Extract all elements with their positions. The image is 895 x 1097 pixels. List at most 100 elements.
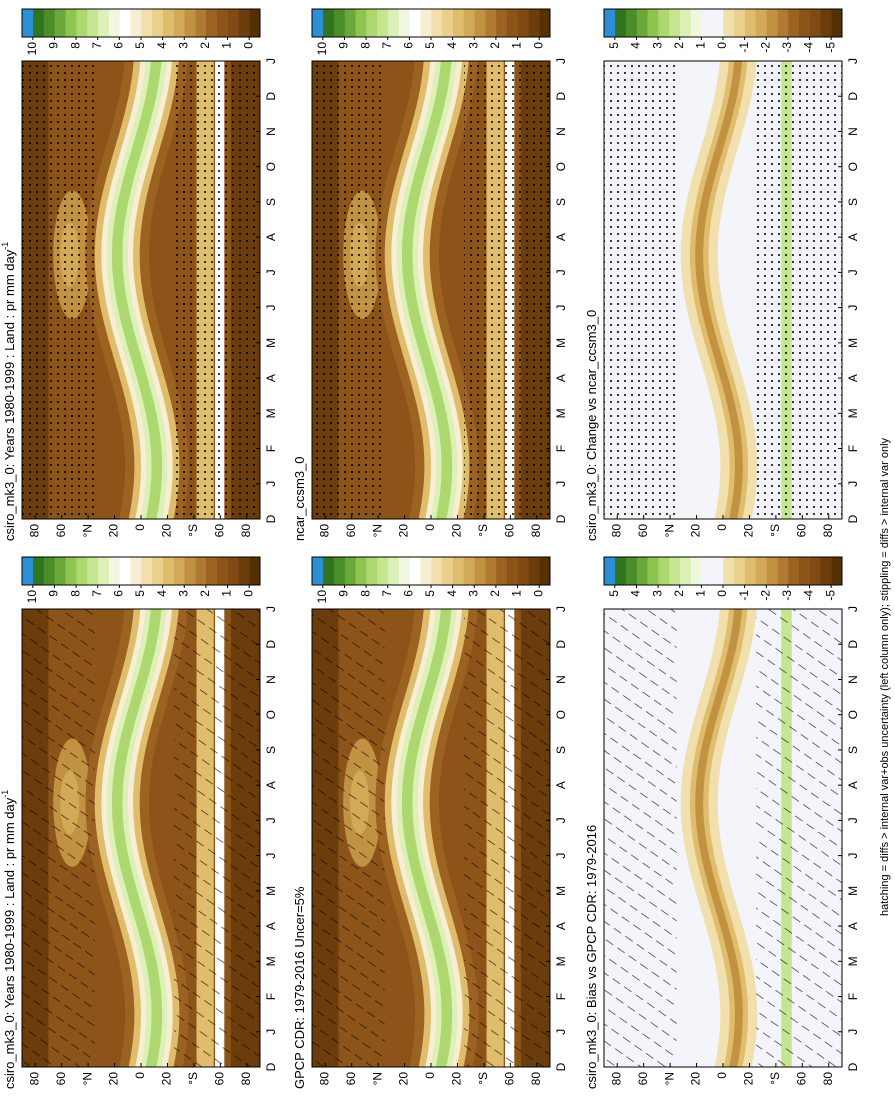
colorbar-box bbox=[809, 9, 821, 37]
colorbar-box bbox=[97, 557, 109, 585]
x-tick-label: M bbox=[554, 886, 568, 896]
colorbar-box bbox=[517, 557, 529, 585]
x-tick-label: O bbox=[554, 162, 568, 171]
x-tick-label: A bbox=[846, 781, 860, 789]
colorbar-label: 7 bbox=[380, 590, 394, 597]
colorbar-label: 9 bbox=[337, 42, 351, 49]
y-tick-label: 80 bbox=[529, 1072, 543, 1086]
colorbar-box bbox=[195, 9, 207, 37]
x-tick-label: J bbox=[554, 606, 568, 612]
colorbar-label: 5 bbox=[133, 42, 147, 49]
colorbar-label: 10 bbox=[25, 42, 39, 56]
colorbar-box bbox=[65, 557, 77, 585]
colorbar-box bbox=[387, 557, 399, 585]
colorbar-box bbox=[376, 9, 389, 37]
colorbar-label: 10 bbox=[315, 42, 329, 56]
panel: csiro_mk3_0: Years 1980-1999 : Land : pr… bbox=[0, 8, 278, 541]
colorbar-box bbox=[474, 557, 486, 585]
x-tick-label: A bbox=[554, 374, 568, 382]
colorbar-box bbox=[130, 9, 142, 37]
y-tick-label: °S bbox=[768, 1072, 782, 1085]
colorbar-box bbox=[431, 9, 443, 37]
y-tick-label: °S bbox=[186, 524, 200, 537]
colorbar-box bbox=[452, 557, 464, 585]
colorbar-box bbox=[216, 9, 228, 37]
colorbar-box bbox=[249, 9, 261, 37]
colorbar-box bbox=[755, 9, 767, 37]
y-tick-label: 20 bbox=[450, 1072, 464, 1086]
colorbar-box bbox=[614, 9, 626, 37]
colorbar-box bbox=[463, 557, 475, 585]
colorbar-box bbox=[744, 9, 756, 37]
field bbox=[604, 61, 842, 519]
colorbar-box bbox=[787, 557, 800, 585]
colorbar-box bbox=[604, 9, 616, 37]
y-tick-label: 60 bbox=[344, 1072, 358, 1086]
x-tick-label: J bbox=[554, 1029, 568, 1035]
colorbar-box bbox=[506, 557, 518, 585]
x-tick-label: J bbox=[846, 58, 860, 64]
y-tick-label: 80 bbox=[529, 524, 543, 538]
colorbar-box bbox=[32, 9, 44, 37]
panel: csiro_mk3_0: Bias vs GPCP CDR: 1979-2016… bbox=[584, 556, 860, 1089]
x-tick-label: D bbox=[264, 1062, 278, 1071]
colorbar-box bbox=[679, 557, 691, 585]
colorbar-box bbox=[54, 557, 66, 585]
colorbar-box bbox=[777, 557, 789, 585]
colorbar-box bbox=[452, 9, 464, 37]
colorbar-box bbox=[119, 557, 131, 585]
colorbar-label: 2 bbox=[672, 590, 686, 597]
colorbar-box bbox=[485, 557, 497, 585]
colorbar-label: -2 bbox=[758, 590, 772, 601]
colorbar-label: 9 bbox=[47, 42, 61, 49]
colorbar-box bbox=[712, 557, 724, 585]
colorbar-box bbox=[723, 9, 735, 37]
colorbar-label: -1 bbox=[737, 590, 751, 601]
x-tick-label: M bbox=[846, 338, 860, 348]
colorbar-box bbox=[119, 9, 131, 37]
x-tick-label: M bbox=[846, 956, 860, 966]
x-tick-label: M bbox=[846, 408, 860, 418]
colorbar-box bbox=[76, 557, 88, 585]
colorbar-label: 3 bbox=[650, 42, 664, 49]
x-tick-label: D bbox=[554, 1062, 568, 1071]
colorbar-box bbox=[151, 557, 163, 585]
rain-band bbox=[111, 61, 163, 519]
y-tick-label: 20 bbox=[689, 524, 703, 538]
y-tick-label: 20 bbox=[160, 1072, 174, 1086]
colorbar-box bbox=[647, 9, 659, 37]
colorbar-box bbox=[173, 9, 185, 37]
colorbar-label: 5 bbox=[423, 590, 437, 597]
y-tick-label: °N bbox=[662, 1072, 676, 1085]
colorbar-box bbox=[322, 9, 334, 37]
title-text: GPCP CDR: 1979-2016 Uncer=5% bbox=[292, 886, 307, 1089]
x-tick-label: A bbox=[846, 233, 860, 241]
colorbar-box bbox=[766, 557, 778, 585]
colorbar-box bbox=[495, 9, 508, 37]
field bbox=[22, 609, 260, 1067]
y-tick-label: 60 bbox=[54, 1072, 68, 1086]
colorbar-box bbox=[766, 9, 778, 37]
panel-title: csiro_mk3_0: Bias vs GPCP CDR: 1979-2016 bbox=[584, 825, 599, 1089]
panel: csiro_mk3_0: Change vs ncar_ccsm3_0 80 60 °… bbox=[584, 8, 860, 541]
x-tick-label: A bbox=[554, 233, 568, 241]
x-tick-label: J bbox=[846, 269, 860, 275]
y-tick-label: 0 bbox=[423, 524, 437, 531]
colorbar-box bbox=[701, 9, 713, 37]
colorbar-box bbox=[173, 557, 185, 585]
y-tick-label: 60 bbox=[795, 1072, 809, 1086]
colorbar-label: 0 bbox=[241, 42, 255, 49]
panel-title: csiro_mk3_0: Years 1980-1999 : Land : pr… bbox=[0, 790, 17, 1089]
x-tick-label: M bbox=[264, 408, 278, 418]
y-tick-label: 80 bbox=[821, 1072, 835, 1086]
x-tick-label: M bbox=[264, 338, 278, 348]
y-tick-label: °N bbox=[370, 524, 384, 537]
x-tick-label: N bbox=[264, 675, 278, 684]
y-tick-label: 60 bbox=[54, 524, 68, 538]
colorbar-box bbox=[701, 557, 713, 585]
colorbar-box bbox=[636, 9, 648, 37]
x-tick-label: A bbox=[846, 374, 860, 382]
colorbar-box bbox=[43, 557, 55, 585]
colorbar-box bbox=[32, 557, 44, 585]
colorbar-box bbox=[431, 557, 443, 585]
